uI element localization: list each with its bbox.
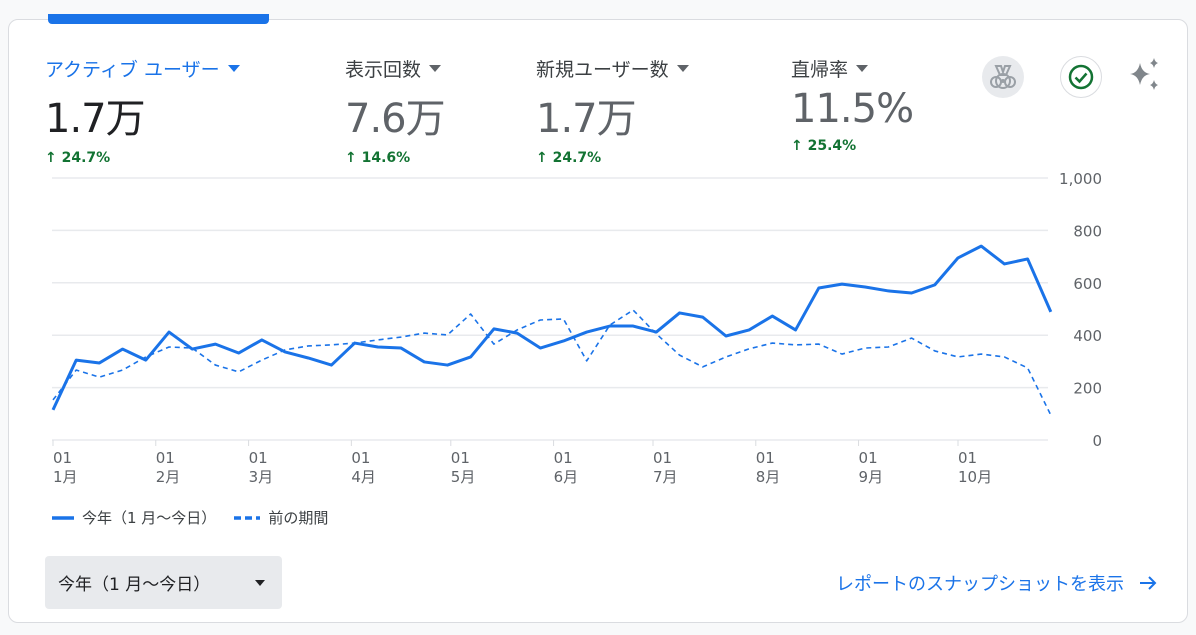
y-tick-label: 800 xyxy=(1073,222,1102,240)
y-tick-label: 400 xyxy=(1073,327,1102,345)
x-tick-month: 2月 xyxy=(156,468,181,486)
series-line-previous-period xyxy=(52,309,1052,416)
metric-value: 1.7万 xyxy=(45,96,146,142)
arrow-up-icon: ↑ xyxy=(45,150,57,166)
y-tick-label: 1,000 xyxy=(1059,170,1102,188)
y-tick-label: 0 xyxy=(1092,432,1102,450)
legend-item-this-year: 今年（1 月〜今日） xyxy=(52,509,217,527)
caret-down-icon xyxy=(255,579,265,586)
x-tick-month: 7月 xyxy=(653,468,678,486)
x-tick-day: 01 xyxy=(554,449,573,467)
metric-0[interactable]: アクティブ ユーザー 1.7万 ↑ 24.7% xyxy=(45,55,240,166)
chart-legend: 今年（1 月〜今日） 前の期間 xyxy=(52,507,328,528)
arrow-right-icon xyxy=(1140,576,1157,590)
x-tick-day: 01 xyxy=(156,449,175,467)
metric-change: ↑ 24.7% xyxy=(45,150,111,166)
x-tick-month: 1月 xyxy=(53,468,78,486)
series-line-this-year xyxy=(51,244,1053,411)
x-tick-day: 01 xyxy=(351,449,370,467)
metric-label[interactable]: 新規ユーザー数 xyxy=(536,55,689,82)
sparkle-icon[interactable] xyxy=(1124,55,1164,99)
x-tick-day: 01 xyxy=(249,449,268,467)
x-tick-month: 6月 xyxy=(554,468,579,486)
caret-down-icon xyxy=(676,65,689,72)
metric-3[interactable]: 直帰率 11.5% ↑ 25.4% xyxy=(791,55,914,154)
medal-icon[interactable] xyxy=(982,56,1024,98)
arrow-up-icon: ↑ xyxy=(791,138,803,154)
x-tick-month: 8月 xyxy=(756,468,781,486)
metric-change: ↑ 24.7% xyxy=(536,150,602,166)
x-tick-day: 01 xyxy=(451,449,470,467)
metric-label[interactable]: 直帰率 xyxy=(791,55,913,82)
selected-tab-indicator xyxy=(48,14,269,24)
x-tick-month: 10月 xyxy=(958,468,992,486)
x-tick-day: 01 xyxy=(859,449,878,467)
metric-value: 1.7万 xyxy=(536,96,637,142)
metric-value: 11.5% xyxy=(791,86,914,132)
metric-change: ↑ 25.4% xyxy=(791,138,857,154)
caret-down-icon xyxy=(856,65,869,72)
legend-item-previous-period: 前の期間 xyxy=(234,509,329,527)
x-tick-day: 01 xyxy=(53,449,72,467)
x-tick-month: 3月 xyxy=(249,468,274,486)
metric-1[interactable]: 表示回数 7.6万 ↑ 14.6% xyxy=(345,55,446,166)
metric-change: ↑ 14.6% xyxy=(345,150,411,166)
x-tick-day: 01 xyxy=(756,449,775,467)
caret-down-icon xyxy=(429,65,442,72)
date-range-dropdown[interactable]: 今年（1 月〜今日） xyxy=(45,556,282,609)
y-tick-label: 200 xyxy=(1073,380,1102,398)
x-tick-month: 4月 xyxy=(351,468,376,486)
caret-down-icon xyxy=(227,65,240,72)
x-tick-month: 9月 xyxy=(859,468,884,486)
metric-label[interactable]: 表示回数 xyxy=(345,55,445,82)
metric-label[interactable]: アクティブ ユーザー xyxy=(45,55,240,82)
x-tick-day: 01 xyxy=(958,449,977,467)
view-snapshot-link[interactable]: レポートのスナップショットを表示 xyxy=(836,570,1158,596)
y-tick-label: 600 xyxy=(1073,275,1102,293)
metric-value: 7.6万 xyxy=(345,96,446,142)
arrow-up-icon: ↑ xyxy=(536,150,548,166)
overview-card xyxy=(8,19,1188,623)
metric-2[interactable]: 新規ユーザー数 1.7万 ↑ 24.7% xyxy=(536,55,689,166)
x-tick-month: 5月 xyxy=(451,468,476,486)
arrow-up-icon: ↑ xyxy=(345,150,357,166)
x-tick-day: 01 xyxy=(653,449,672,467)
line-chart: 02004006008001,000011月012月013月014月015月01… xyxy=(51,170,1102,486)
check-circle-icon[interactable] xyxy=(1060,56,1102,98)
